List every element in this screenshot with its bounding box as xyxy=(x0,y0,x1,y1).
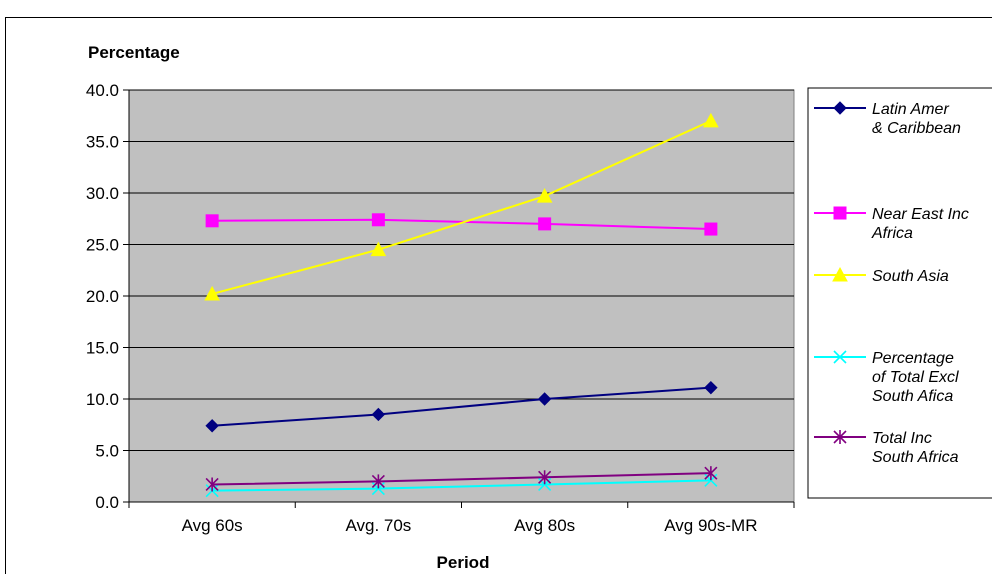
series-line xyxy=(212,386,711,427)
legend-marker xyxy=(833,430,847,444)
y-tick-label: 30.0 xyxy=(86,184,119,203)
legend-entry: Percentage of Total Excl South Afica xyxy=(814,350,959,405)
y-tick-label: 20.0 xyxy=(86,287,119,306)
y-tick-label: 40.0 xyxy=(86,81,119,100)
y-tick-label: 25.0 xyxy=(86,236,119,255)
legend-label: Total Inc xyxy=(872,430,932,447)
legend-label: of Total Excl xyxy=(872,369,959,386)
legend-label: South Africa xyxy=(872,449,959,466)
legend-box xyxy=(807,87,992,499)
legend-label: Near East Inc xyxy=(872,206,969,223)
legend-label: Latin Amer xyxy=(872,101,949,118)
x-tick-label: Avg. 70s xyxy=(345,516,411,535)
y-tick-label: 10.0 xyxy=(86,390,119,409)
data-point xyxy=(370,241,387,257)
data-point xyxy=(538,217,552,231)
y-tick-label: 5.0 xyxy=(95,442,119,461)
series-layer xyxy=(204,112,719,498)
y-tick-label: 0.0 xyxy=(95,493,119,512)
y-tick-label: 35.0 xyxy=(86,133,119,152)
legend-entry: Latin Amer & Caribbean xyxy=(814,101,961,137)
x-tick-label: Avg 60s xyxy=(182,516,243,535)
legend-entry: South Asia xyxy=(814,266,949,285)
data-point xyxy=(205,477,219,492)
data-point xyxy=(703,112,719,128)
data-point xyxy=(205,419,219,433)
series-5 xyxy=(205,466,718,492)
data-point xyxy=(537,392,552,406)
x-axis-title: Period xyxy=(437,553,490,572)
gridlines xyxy=(129,89,794,451)
legend-label: South Asia xyxy=(872,268,949,285)
legend-marker-stroke xyxy=(833,350,847,364)
data-point xyxy=(536,188,553,203)
x-tick-label: Avg 90s-MR xyxy=(664,516,757,535)
data-point xyxy=(204,285,220,301)
legend-label: South Afica xyxy=(872,388,953,405)
legend-label: Percentage xyxy=(872,350,954,367)
data-point xyxy=(704,380,718,395)
data-point xyxy=(371,407,386,422)
series-1 xyxy=(205,380,718,433)
y-axis-title: Percentage xyxy=(88,43,180,62)
x-tick-label: Avg 80s xyxy=(514,516,575,535)
data-point xyxy=(704,222,718,236)
series-line xyxy=(212,472,711,486)
legend-label: Africa xyxy=(871,225,913,242)
data-point xyxy=(538,470,552,485)
legend-entry: Near East Inc Africa xyxy=(814,206,969,242)
legend-label: & Caribbean xyxy=(872,120,961,137)
y-tick-label: 15.0 xyxy=(86,339,119,358)
data-point xyxy=(205,214,219,228)
legend-entry: Total Inc South Africa xyxy=(814,430,959,466)
series-line xyxy=(212,479,711,492)
chart-frame xyxy=(5,17,992,574)
legend-marker xyxy=(832,266,848,282)
legend: Latin Amer & Caribbean Near East Inc Africa… xyxy=(807,87,992,499)
data-point xyxy=(371,474,385,489)
data-point xyxy=(371,213,385,227)
axes: 0.0 5.0 10.0 15.0 20.0 25.0 30.0 35.0 40.0 Avg 60… xyxy=(86,81,795,535)
legend-marker xyxy=(833,350,847,364)
data-point xyxy=(704,466,718,481)
legend-marker xyxy=(833,101,847,115)
series-line xyxy=(211,119,712,295)
series-3 xyxy=(204,112,719,301)
legend-marker xyxy=(833,206,847,220)
